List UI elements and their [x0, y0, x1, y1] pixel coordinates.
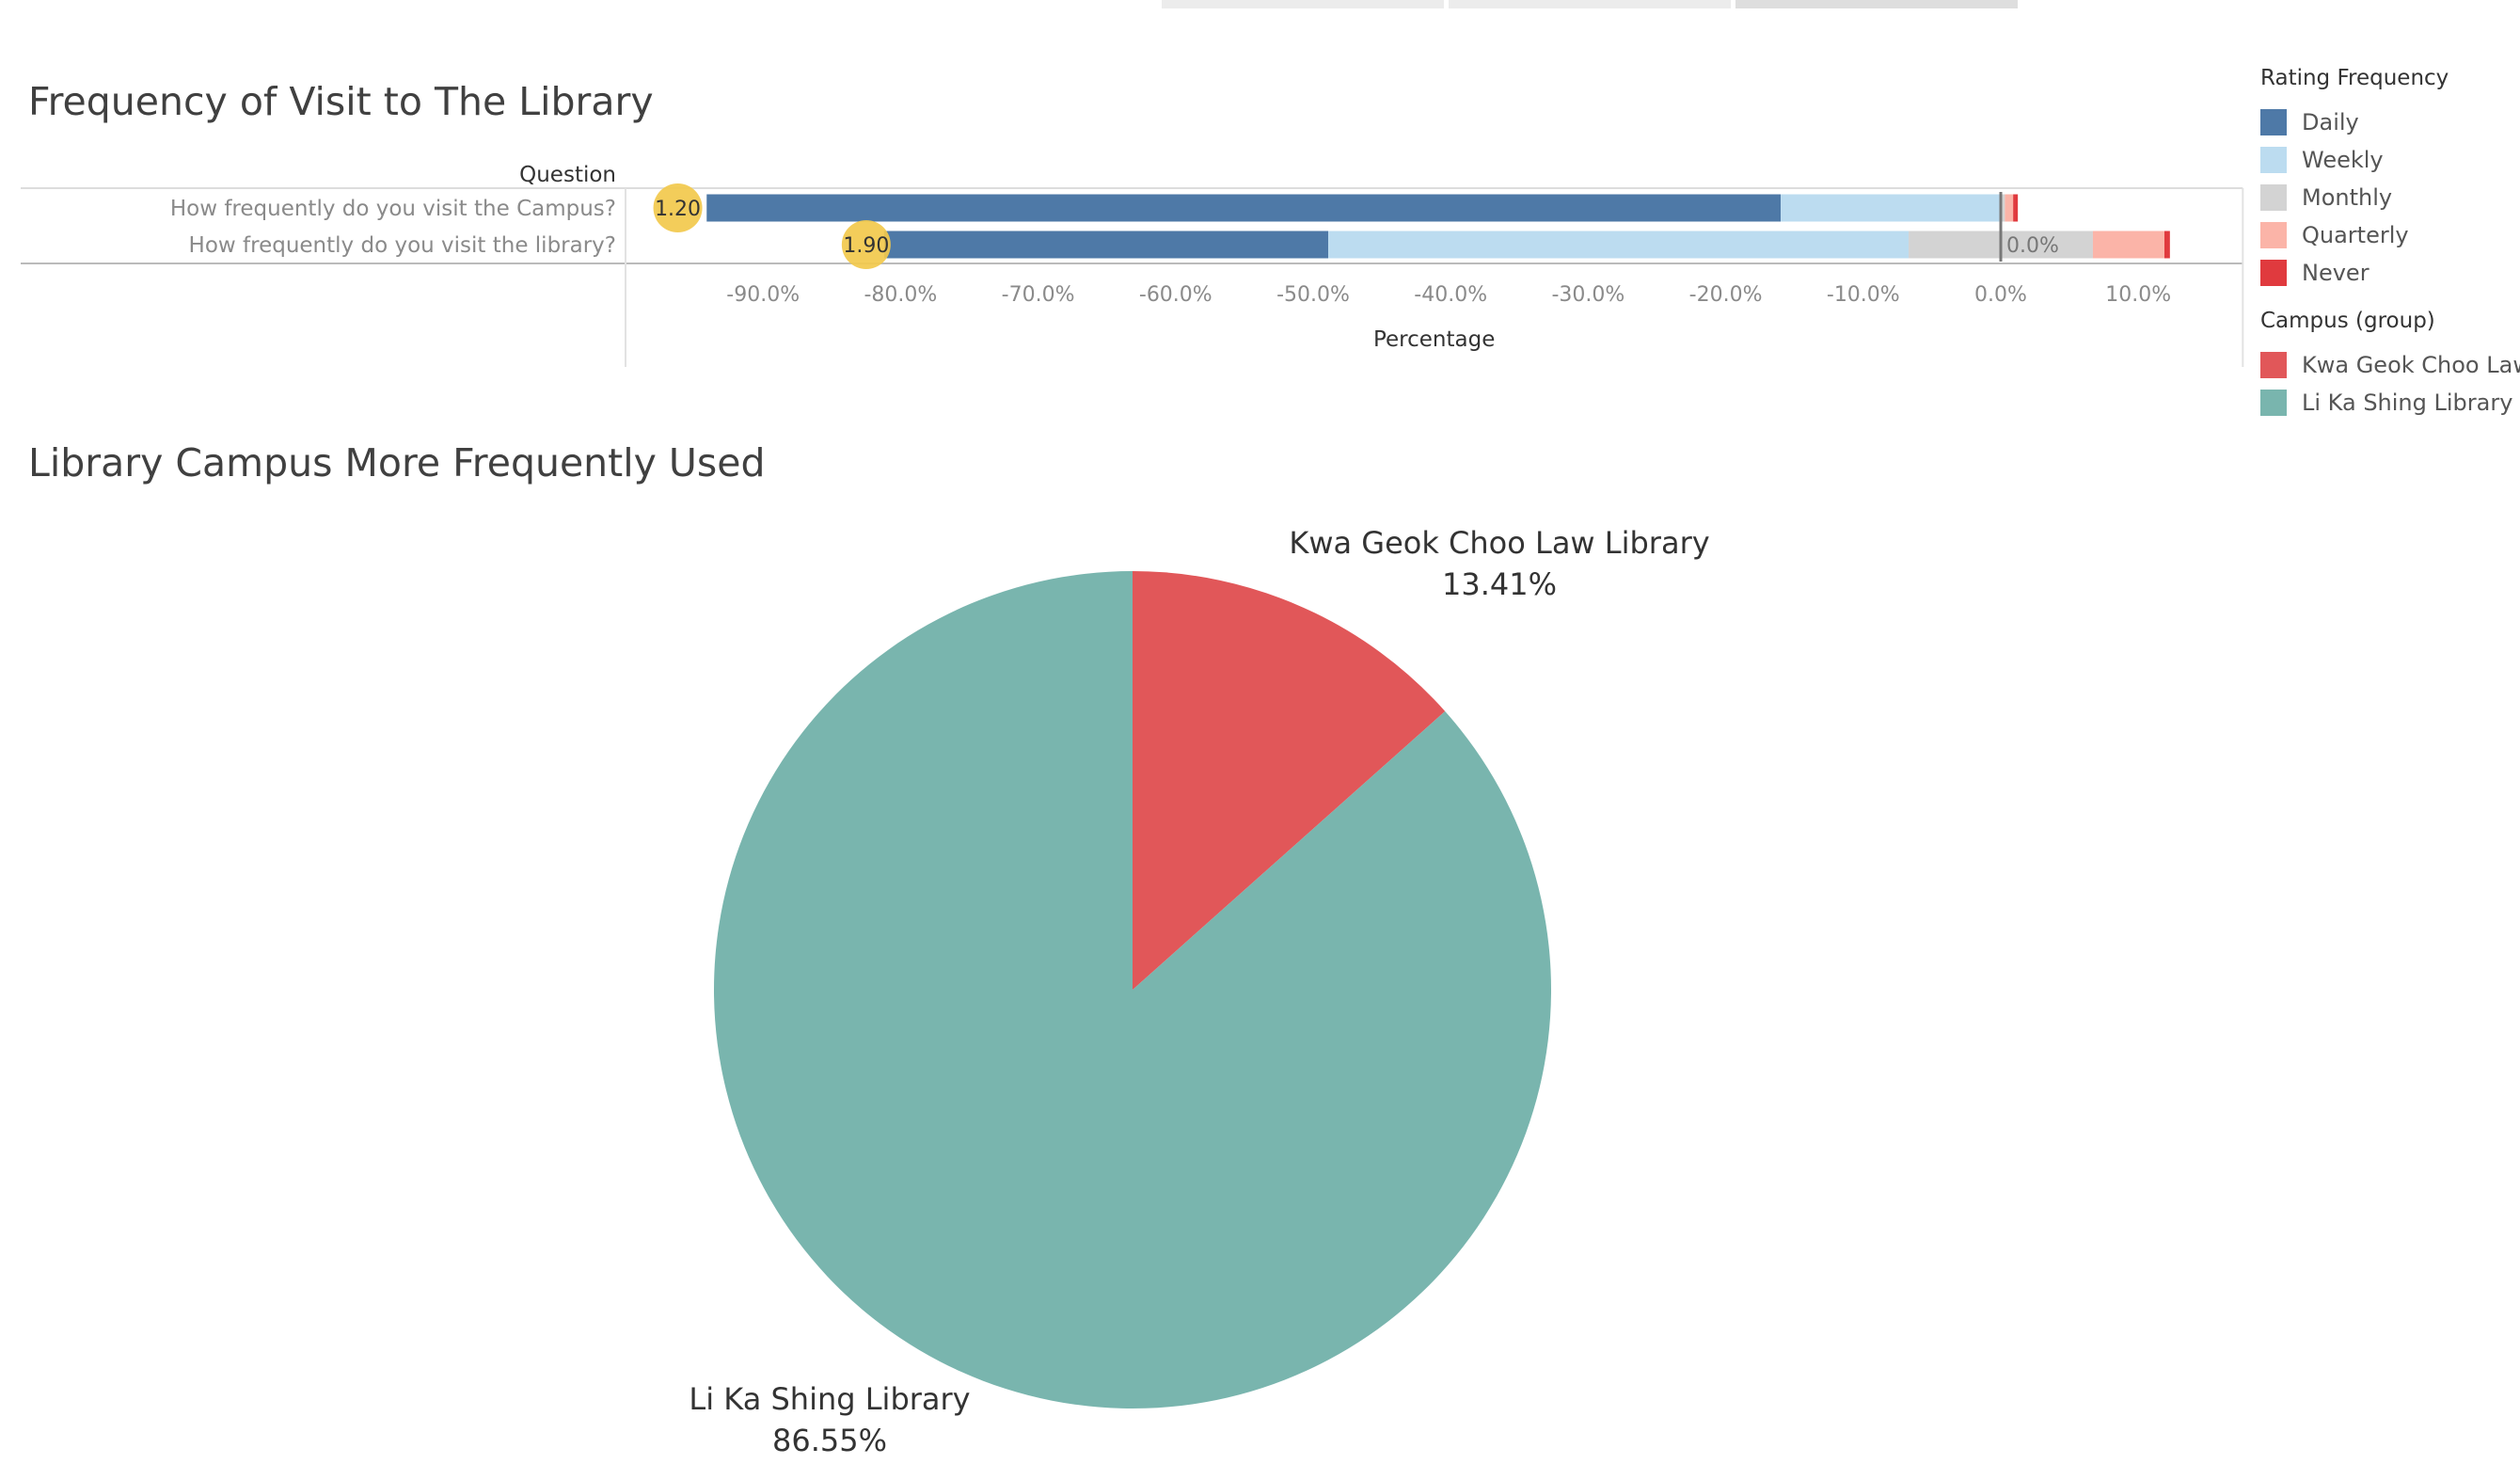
top-tab-3[interactable] [1735, 0, 2018, 8]
bar-never-row-2 [2163, 231, 2170, 259]
x-tick-label: -40.0% [1414, 283, 1487, 307]
legend-swatch [2260, 109, 2287, 135]
bar-weekly-row-2 [1328, 231, 1910, 259]
legend-campus-item-li-ka-shing-library[interactable]: Li Ka Shing Library [2260, 384, 2520, 422]
top-tab-2[interactable] [1449, 0, 1731, 8]
x-tick-label: 0.0% [1974, 283, 2027, 307]
legend-rating-item-quarterly[interactable]: Quarterly [2260, 216, 2520, 254]
legend-rating-item-weekly[interactable]: Weekly [2260, 141, 2520, 179]
x-tick-label: -60.0% [1139, 283, 1212, 307]
bar-daily-row-1 [706, 194, 1782, 222]
legend-rating-title: Rating Frequency [2260, 66, 2449, 90]
average-marker-2 [841, 220, 891, 269]
legend-swatch [2260, 184, 2287, 211]
x-tick-label: -80.0% [864, 283, 937, 307]
legend-swatch [2260, 390, 2287, 416]
x-tick-label: -10.0% [1827, 283, 1900, 307]
campus-pie-chart: Kwa Geok Choo Law Library 13.41% Li Ka Shi… [689, 525, 1709, 1458]
legend-campus-title: Campus (group) [2260, 309, 2435, 333]
frequency-bar-chart: Question How frequently do you visit the … [21, 163, 2244, 367]
bar-never-row-1 [2013, 194, 2019, 222]
legend-panel: Rating Frequency Daily Weekly Monthly Quart… [2260, 66, 2520, 422]
pie-slice-kwa-geok-choo-law-library [1133, 571, 1446, 990]
legend-swatch [2260, 147, 2287, 173]
x-tick-label: -90.0% [726, 283, 800, 307]
pie-label-name-1: Kwa Geok Choo Law Library [1289, 525, 1709, 561]
legend-label: Daily [2302, 109, 2359, 135]
x-tick-label: 10.0% [2105, 283, 2171, 307]
average-marker-label-1: 1.20 [655, 198, 701, 221]
bar-quarterly-row-2 [2092, 231, 2164, 259]
average-marker-1 [653, 183, 703, 232]
legend-label: Quarterly [2302, 222, 2409, 248]
legend-rating-item-never[interactable]: Never [2260, 254, 2520, 292]
x-axis-title: Percentage [1373, 327, 1495, 352]
x-tick-label: -50.0% [1276, 283, 1350, 307]
legend-label: Monthly [2302, 184, 2393, 211]
row-label-1: How frequently do you visit the Campus? [170, 197, 616, 221]
pie-label-value-2: 86.55% [772, 1423, 887, 1458]
pie-label-name-2: Li Ka Shing Library [689, 1381, 970, 1417]
pie-chart-title: Library Campus More Frequently Used [28, 440, 766, 485]
pie-label-value-1: 13.41% [1442, 566, 1557, 602]
bar-weekly-row-1 [1781, 194, 2000, 222]
legend-label: Li Ka Shing Library [2302, 390, 2513, 416]
value-annotation: 0.0% [2006, 234, 2059, 258]
legend-swatch [2260, 222, 2287, 248]
x-tick-label: -70.0% [1002, 283, 1075, 307]
bar-chart-title: Frequency of Visit to The Library [28, 79, 654, 124]
legend-campus-item-kwa-geok-choo-law[interactable]: Kwa Geok Choo Law ... [2260, 346, 2520, 384]
legend-swatch [2260, 260, 2287, 286]
average-marker-label-2: 1.90 [843, 234, 889, 258]
legend-label: Kwa Geok Choo Law ... [2302, 352, 2520, 378]
legend-swatch [2260, 352, 2287, 378]
legend-rating-item-monthly[interactable]: Monthly [2260, 179, 2520, 216]
legend-rating-item-daily[interactable]: Daily [2260, 103, 2520, 141]
pie-slice-li-ka-shing-library [713, 571, 1551, 1408]
x-tick-label: -20.0% [1689, 283, 1763, 307]
x-tick-label: -30.0% [1551, 283, 1625, 307]
legend-label: Weekly [2302, 147, 2384, 173]
bar-quarterly-row-1 [2005, 194, 2014, 222]
row-label-2: How frequently do you visit the library? [189, 233, 616, 258]
y-axis-header: Question [519, 163, 616, 187]
top-tab-1[interactable] [1162, 0, 1444, 8]
legend-label: Never [2302, 260, 2369, 286]
bar-daily-row-2 [883, 231, 1329, 259]
